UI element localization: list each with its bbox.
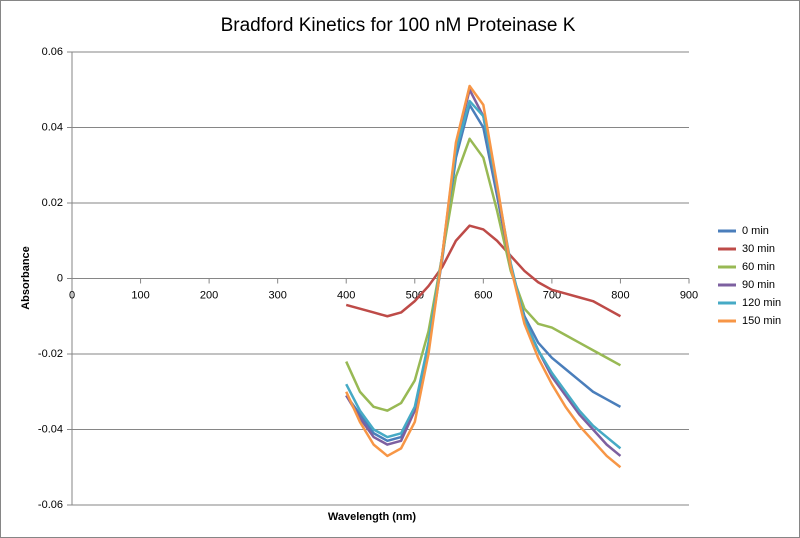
y-tick-label: 0 — [57, 272, 63, 284]
y-tick-label: -0.06 — [38, 499, 63, 511]
legend-label: 150 min — [742, 315, 781, 327]
x-tick-label: 400 — [337, 289, 355, 301]
chart-title: Bradford Kinetics for 100 nM Proteinase … — [221, 15, 576, 36]
x-tick-label: 200 — [200, 289, 218, 301]
legend-label: 60 min — [742, 261, 775, 273]
series-line — [345, 103, 622, 443]
series-line — [345, 224, 622, 318]
legend-label: 120 min — [742, 297, 781, 309]
x-tick-label: 700 — [543, 289, 561, 301]
y-tick-label: -0.04 — [38, 423, 63, 435]
y-tick-label: 0.04 — [42, 121, 63, 133]
x-tick-label: 900 — [680, 289, 698, 301]
series-line — [345, 84, 622, 469]
y-axis-title: Absorbance — [20, 246, 32, 310]
x-tick-label: 800 — [611, 289, 629, 301]
x-tick-label: 100 — [131, 289, 149, 301]
legend-label: 0 min — [742, 225, 769, 237]
legend-label: 90 min — [742, 279, 775, 291]
y-tick-label: -0.02 — [38, 348, 63, 360]
y-tick-label: 0.06 — [42, 46, 63, 58]
series-line — [345, 99, 622, 450]
x-tick-label: 300 — [268, 289, 286, 301]
legend-label: 30 min — [742, 243, 775, 255]
x-axis-title: Wavelength (nm) — [328, 511, 417, 523]
x-tick-label: 0 — [69, 289, 75, 301]
x-tick-label: 600 — [474, 289, 492, 301]
series-line — [345, 137, 622, 412]
y-tick-label: 0.02 — [42, 197, 63, 209]
x-tick-label: 500 — [406, 289, 424, 301]
